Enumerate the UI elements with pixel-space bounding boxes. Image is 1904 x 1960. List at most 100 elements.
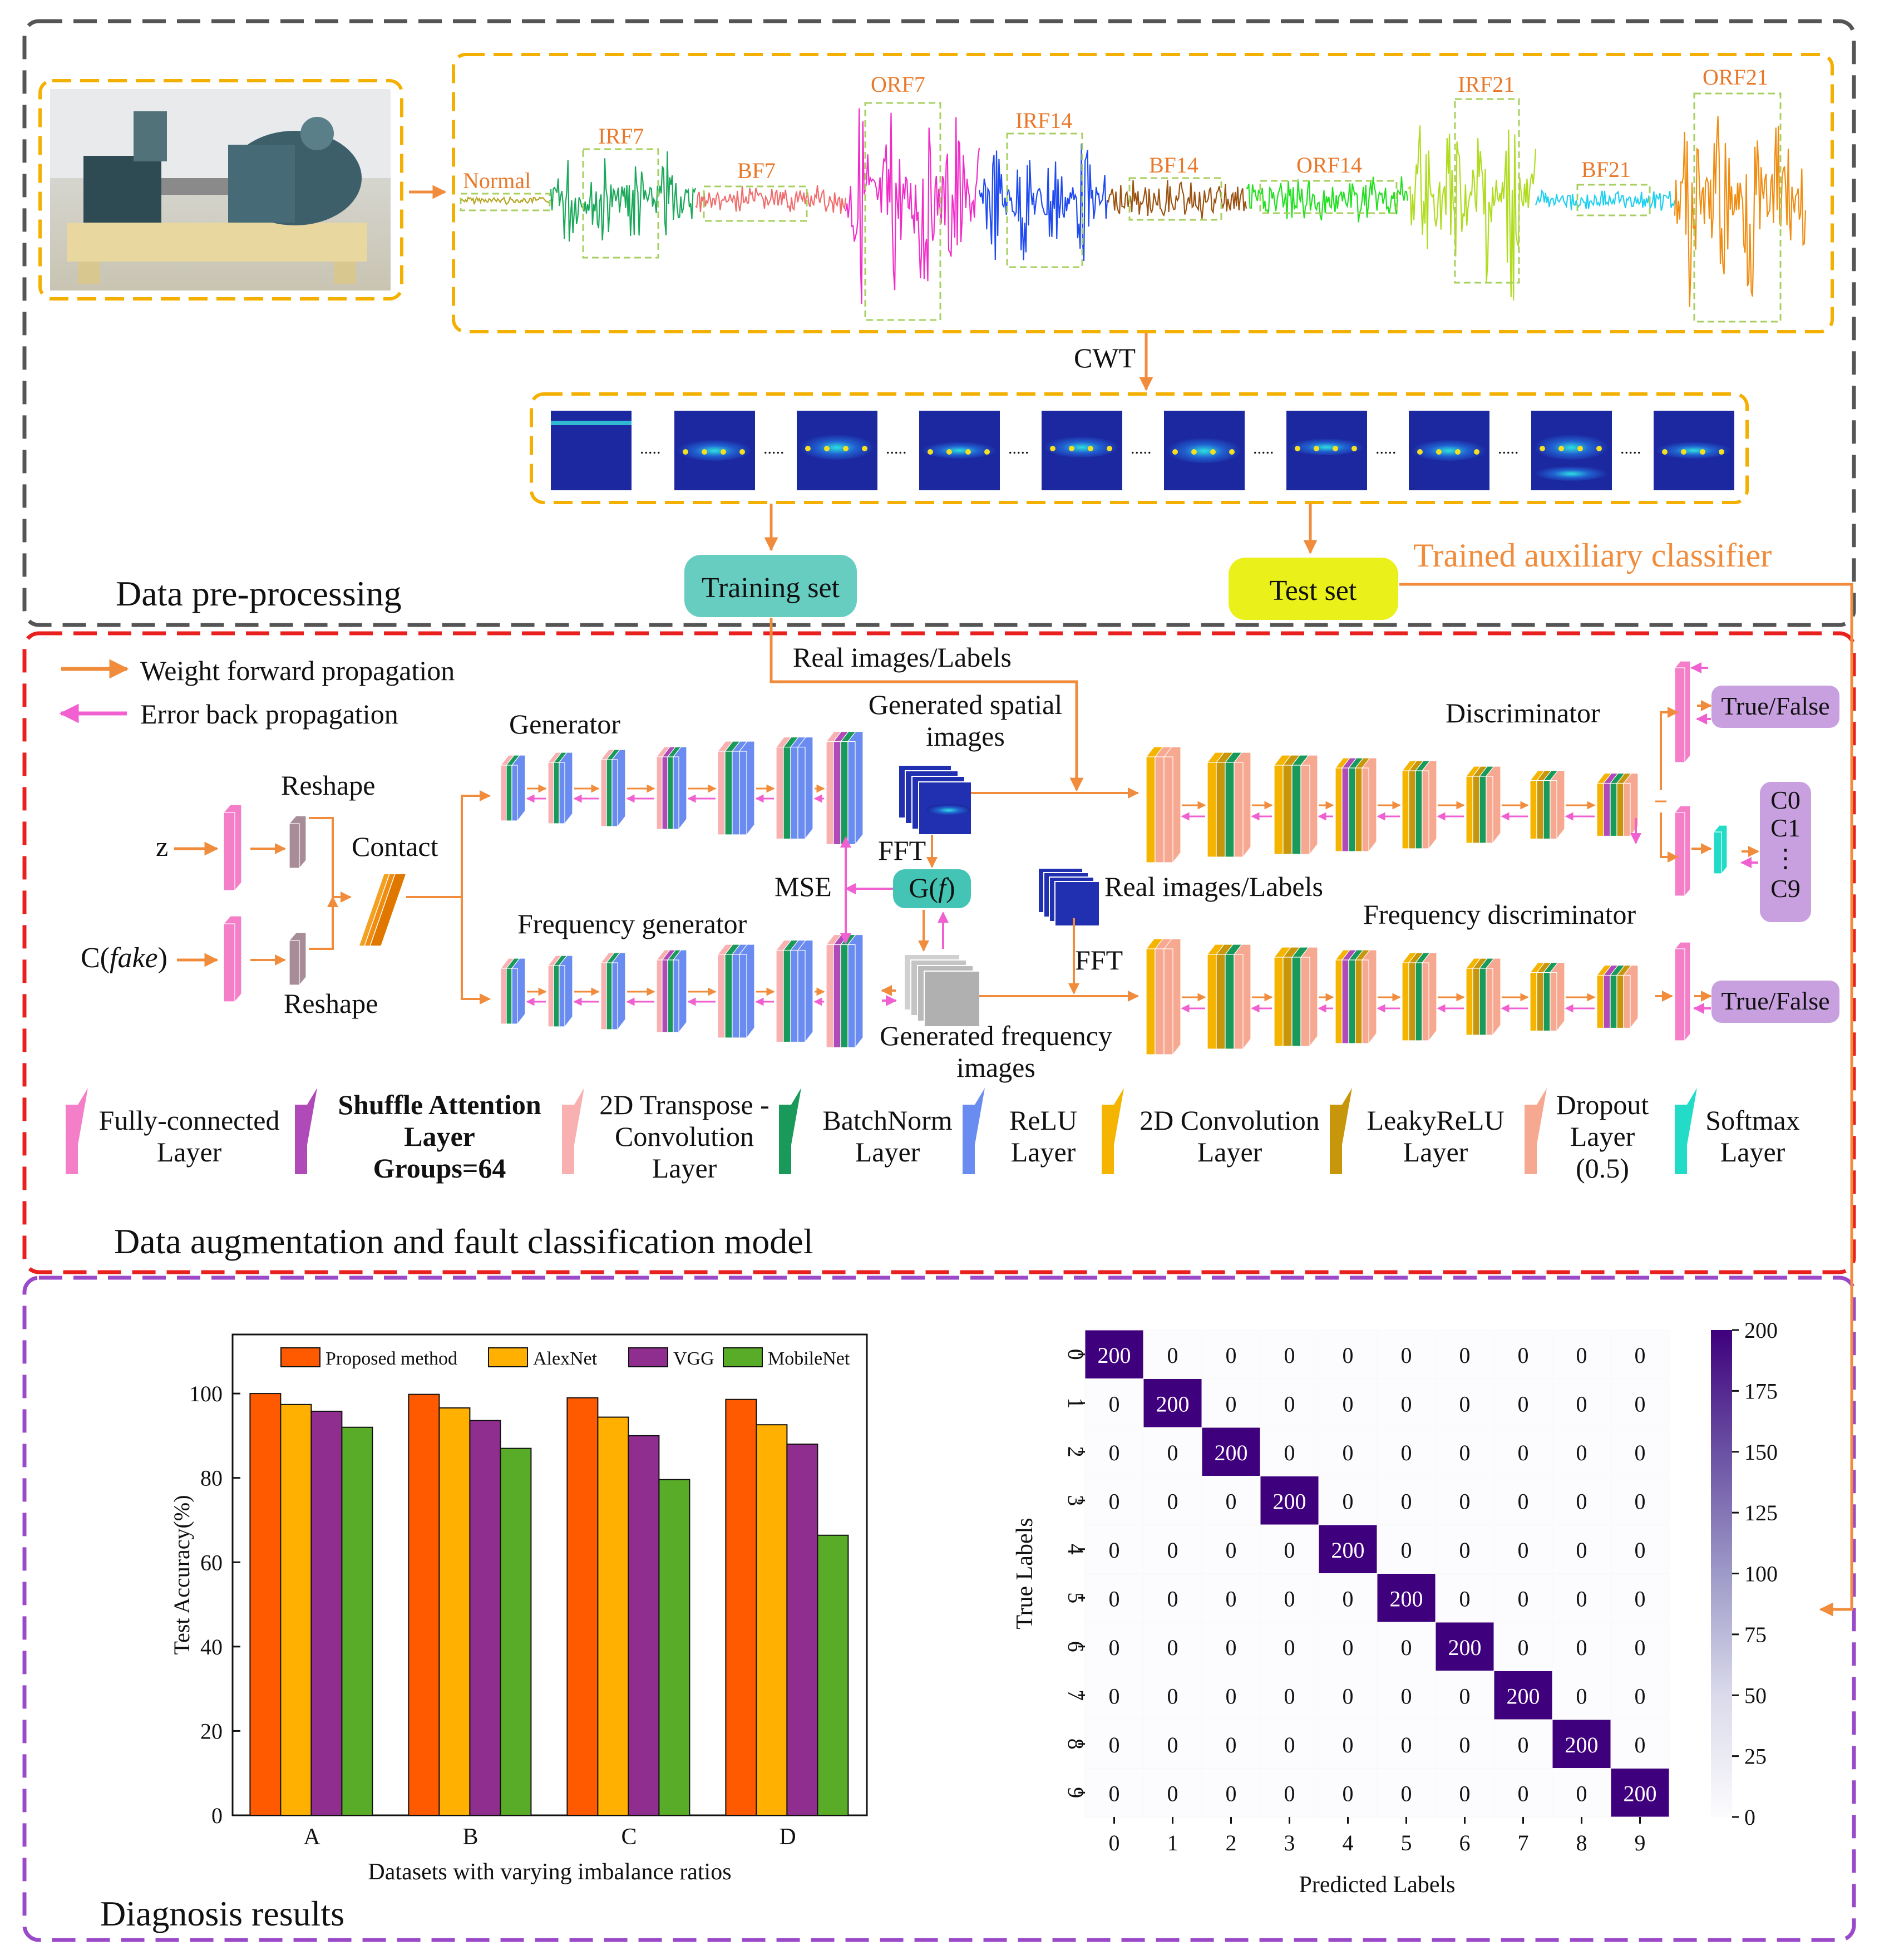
bar-legend-label: AlexNet [533, 1348, 598, 1369]
freq-gen-label: Frequency generator [517, 908, 747, 939]
cm-value: 0 [1459, 1586, 1471, 1611]
input-arrow [309, 817, 352, 903]
cm-cell [1610, 1768, 1670, 1818]
cm-value: 0 [1109, 1732, 1120, 1757]
cm-y-tick-label: 6 [1063, 1641, 1088, 1652]
legend-text: Layer [1403, 1136, 1468, 1168]
bar-legend-swatch [280, 1347, 320, 1367]
cm-cell [1610, 1378, 1670, 1428]
bar-ylabel: Test Accuracy(%) [169, 1495, 194, 1654]
cwt-ellipsis: ..... [1131, 439, 1152, 457]
bar-chart: 0 20 40 60 80 100 A B C D Proposed method AlexNet VG… [169, 1333, 868, 1885]
cm-cell [1143, 1524, 1202, 1574]
training-set-label: Training set [702, 572, 840, 604]
freq-discriminator-block [1402, 952, 1437, 1041]
bar-xlabel: Datasets with varying imbalance ratios [368, 1859, 731, 1885]
cm-value: 0 [1284, 1391, 1295, 1416]
cm-value: 0 [1226, 1683, 1237, 1708]
signal-ORF14: ORF14 [1246, 152, 1409, 223]
y-tick-label: 40 [200, 1634, 223, 1659]
cm-cell [1318, 1476, 1378, 1525]
bar-legend-swatch [628, 1347, 668, 1367]
gen-spatial-label-1: Generated spatial [869, 689, 1062, 720]
cm-cell [1318, 1378, 1378, 1428]
cm-cell [1143, 1378, 1202, 1428]
cwt-image [919, 411, 1000, 490]
cm-value: 0 [1459, 1781, 1471, 1806]
input-arrow [309, 896, 338, 950]
cm-cell [1377, 1378, 1436, 1428]
cm-cell [1610, 1427, 1670, 1476]
cm-value: 0 [1226, 1586, 1237, 1611]
signal-BF7: BF7 [695, 158, 847, 222]
cm-value: 0 [1343, 1683, 1354, 1708]
confusion-matrix: 200 0 0 0 0 0 0 0 0 00 200 0 0 0 0 0 0 0 00 0 200 0 0 0 0 0 0 00 0 0 2… [1012, 1318, 1778, 1898]
cm-cell [1552, 1524, 1611, 1574]
cm-value: 0 [1226, 1635, 1237, 1660]
cm-value: 0 [1226, 1781, 1237, 1806]
freq-discriminator-block [1274, 947, 1318, 1047]
diagnosis-title: Diagnosis results [100, 1894, 344, 1933]
cm-value: 0 [1284, 1343, 1295, 1368]
freq-discriminator-block [1207, 944, 1251, 1050]
discriminator-label: Discriminator [1446, 697, 1600, 728]
cm-value: 200 [1507, 1683, 1540, 1708]
class-label: ⋮ [1773, 844, 1798, 873]
legend-text: Layer [404, 1121, 475, 1152]
y-tick-label: 60 [200, 1550, 223, 1575]
bar-legend-swatch [488, 1347, 528, 1367]
gen-freq-label-1: Generated frequency [880, 1020, 1112, 1051]
cm-value: 0 [1518, 1732, 1529, 1757]
x-tick-label: A [303, 1824, 320, 1850]
signal-box [1259, 180, 1398, 214]
cm-value: 200 [1156, 1391, 1190, 1416]
cm-cell [1377, 1671, 1436, 1720]
gf-box [893, 869, 971, 908]
cwt-ellipsis: ..... [1008, 439, 1029, 457]
cm-value: 200 [1565, 1732, 1599, 1757]
bar-mobilenet [817, 1534, 849, 1816]
cwt-image [1531, 411, 1612, 490]
vibration-signals: Normal IRF7 BF7 ORF7 IRF14 BF14 ORF14 IRF21 BF21… [460, 65, 1807, 323]
cm-value: 0 [1284, 1635, 1295, 1660]
signal-box [864, 102, 941, 321]
legend-text: Layer [652, 1153, 717, 1184]
bar-alexnet [438, 1407, 471, 1816]
cm-cell [1201, 1719, 1261, 1769]
cm-cell [1260, 1768, 1319, 1818]
signal-ORF21: ORF21 [1674, 65, 1807, 323]
gf-label: G(f) [909, 872, 955, 903]
generator-label: Generator [509, 708, 620, 740]
cm-cell [1435, 1378, 1494, 1428]
signals-frame [452, 53, 1834, 333]
legend-text: ReLU [1009, 1105, 1077, 1136]
cm-cell [1143, 1671, 1202, 1720]
cm-value: 0 [1635, 1635, 1646, 1660]
cm-value: 0 [1459, 1489, 1471, 1514]
colorbar-tick-label: 175 [1744, 1378, 1778, 1403]
cm-value: 0 [1635, 1489, 1646, 1514]
signal-label: IRF7 [598, 124, 644, 149]
generated-frequency-images [904, 954, 980, 1027]
cm-value: 0 [1109, 1489, 1120, 1514]
discriminator-block [1466, 766, 1501, 844]
freq-discriminator-block [1530, 962, 1565, 1032]
cm-value: 0 [1284, 1586, 1295, 1611]
cwt-image [1654, 411, 1734, 490]
colorbar-tick-label: 25 [1744, 1744, 1767, 1769]
cm-value: 0 [1518, 1781, 1529, 1806]
cm-cell [1610, 1719, 1670, 1769]
cm-cell [1552, 1427, 1611, 1476]
cwt-ellipsis: ..... [763, 439, 785, 457]
network-layers [500, 661, 1759, 1055]
training-set-box [684, 555, 857, 617]
signal-Normal: Normal [460, 168, 551, 211]
cm-cell [1201, 1671, 1261, 1720]
cm-value: 0 [1343, 1489, 1354, 1514]
signal-box [1006, 132, 1083, 268]
bar-proposed-method [249, 1393, 282, 1816]
